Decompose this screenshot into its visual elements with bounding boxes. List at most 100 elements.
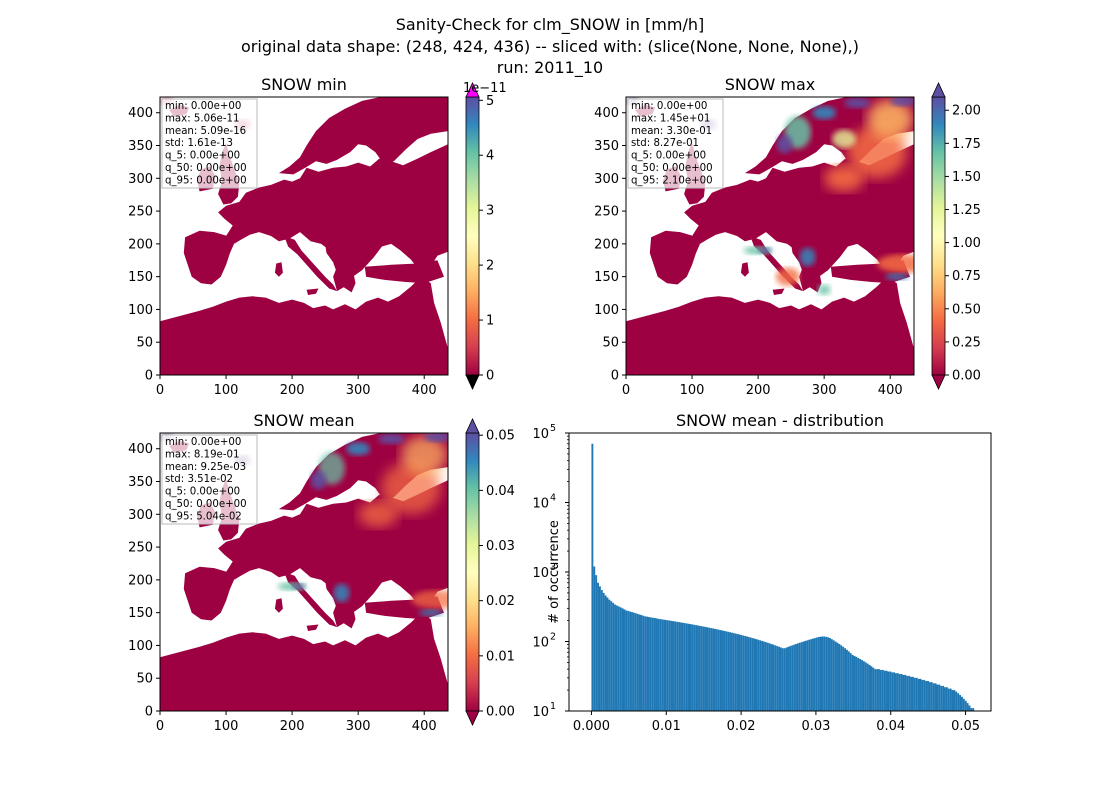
histogram-bar bbox=[704, 626, 707, 711]
colorbar-tick-label: 2 bbox=[486, 259, 494, 274]
histogram-bar bbox=[906, 675, 909, 711]
land-shape bbox=[274, 262, 283, 277]
histogram-bar bbox=[783, 648, 786, 711]
histogram-bar bbox=[644, 616, 647, 711]
histogram-bar bbox=[649, 617, 652, 711]
y-tick-label: 10 bbox=[532, 566, 549, 581]
x-tick-label: 100 bbox=[214, 719, 239, 734]
histogram-bar bbox=[972, 708, 975, 711]
colorbar-tick-label: 0.00 bbox=[952, 369, 981, 384]
histogram-bar bbox=[878, 669, 880, 711]
histogram-bar bbox=[832, 640, 835, 711]
histogram-bar bbox=[778, 646, 780, 711]
histogram-bar bbox=[864, 662, 867, 711]
x-tick-label: 0 bbox=[622, 383, 630, 398]
x-tick-label: 300 bbox=[346, 383, 371, 398]
histogram-bar bbox=[834, 641, 837, 711]
x-tick-label: 400 bbox=[412, 719, 437, 734]
y-tick-label: 250 bbox=[594, 205, 619, 220]
histogram-bar bbox=[887, 671, 890, 711]
histogram-bar bbox=[862, 661, 865, 711]
stats-line: std: 3.51e-02 bbox=[165, 474, 233, 485]
histogram-bar bbox=[938, 684, 941, 711]
histogram-bar bbox=[913, 677, 916, 711]
snow-patch bbox=[377, 433, 405, 445]
stats-line: q_5: 0.00e+00 bbox=[165, 487, 240, 498]
snow-patch bbox=[847, 125, 907, 179]
snow-patch bbox=[310, 471, 327, 490]
y-tick-label: 50 bbox=[602, 336, 619, 351]
histogram-bar bbox=[766, 642, 769, 711]
snow-patch bbox=[401, 435, 448, 475]
y-tick-exponent: 3 bbox=[550, 562, 556, 573]
snow-patch bbox=[824, 165, 864, 192]
histogram-bar bbox=[672, 621, 675, 711]
y-tick-exponent: 1 bbox=[550, 701, 556, 712]
histogram-bar bbox=[902, 674, 905, 711]
histogram-bar bbox=[842, 646, 845, 711]
y-tick-label: 50 bbox=[136, 672, 153, 687]
histogram-bar bbox=[804, 640, 807, 711]
y-tick-exponent: 4 bbox=[550, 493, 556, 504]
histogram-bar bbox=[683, 623, 686, 711]
histogram-bar bbox=[936, 684, 939, 711]
x-tick-label: 0.02 bbox=[727, 719, 756, 734]
histogram-bar bbox=[866, 663, 869, 711]
colorbar-tick-label: 0.01 bbox=[486, 649, 515, 664]
panel-title: SNOW max bbox=[725, 75, 815, 94]
histogram-bar bbox=[615, 605, 618, 711]
histogram-bar bbox=[746, 636, 748, 711]
histogram-bar bbox=[593, 566, 596, 711]
histogram-bar bbox=[759, 640, 762, 711]
histogram-bar bbox=[793, 644, 796, 711]
histogram-bar bbox=[847, 651, 850, 711]
histogram-bar bbox=[964, 700, 967, 711]
x-tick-label: 100 bbox=[680, 383, 705, 398]
histogram-bar bbox=[678, 622, 681, 711]
land-shape bbox=[160, 276, 448, 375]
histogram-bar bbox=[591, 443, 594, 711]
histogram-bar bbox=[602, 592, 605, 711]
colorbar-extend-top bbox=[465, 418, 480, 434]
histogram-bar bbox=[691, 624, 694, 711]
colorbar-tick-label: 0.05 bbox=[486, 429, 515, 444]
colorbar-tick-label: 0.00 bbox=[486, 705, 515, 720]
histogram-bar bbox=[751, 638, 754, 711]
histogram-bar bbox=[597, 582, 599, 711]
snow-patch bbox=[877, 254, 914, 273]
histogram-bar bbox=[721, 630, 724, 711]
histogram-bar bbox=[687, 623, 690, 711]
histogram-bar bbox=[717, 629, 720, 711]
colorbar-tick-label: 1 bbox=[486, 314, 494, 329]
snow-patch bbox=[817, 284, 831, 296]
histogram-bar bbox=[859, 659, 862, 711]
histogram-bar bbox=[657, 618, 660, 711]
histogram-bar bbox=[634, 613, 637, 711]
histogram-bar bbox=[629, 611, 632, 711]
land-shape bbox=[325, 243, 356, 293]
colorbar-tick-label: 5 bbox=[486, 94, 494, 109]
histogram-bar bbox=[715, 629, 718, 711]
stats-box bbox=[161, 98, 258, 189]
stats-line: mean: 5.09e-16 bbox=[165, 126, 246, 137]
y-tick-label: 300 bbox=[594, 172, 619, 187]
histogram-bar bbox=[659, 619, 662, 711]
y-tick-label: 250 bbox=[128, 541, 153, 556]
histogram-bar bbox=[966, 703, 969, 711]
colorbar-tick-label: 1.00 bbox=[952, 236, 981, 251]
axes-frame bbox=[159, 96, 449, 376]
y-tick-label: 150 bbox=[128, 270, 153, 285]
histogram-bar bbox=[930, 682, 933, 711]
histogram-bar bbox=[664, 619, 667, 711]
histogram-bar bbox=[742, 635, 745, 711]
histogram-bar bbox=[681, 622, 684, 711]
land-shape bbox=[218, 144, 448, 292]
histogram-bar bbox=[712, 628, 715, 711]
y-tick-exponent: 2 bbox=[550, 632, 556, 643]
histogram-bar bbox=[844, 648, 846, 711]
snow-patch bbox=[832, 129, 856, 149]
colorbar-extend-top bbox=[465, 82, 480, 98]
histogram-bar bbox=[648, 617, 650, 711]
histogram-bar bbox=[621, 608, 624, 711]
